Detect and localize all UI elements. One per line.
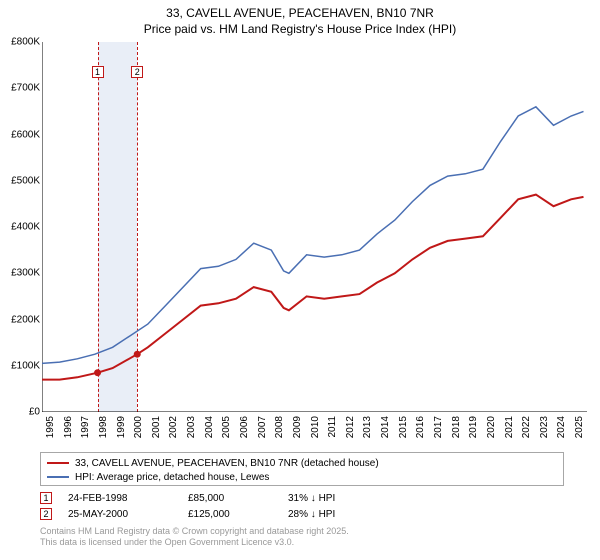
sale-price: £125,000 [188, 509, 288, 520]
sale-point [94, 369, 101, 376]
x-tick-label: 2004 [204, 416, 215, 438]
x-tick-label: 2015 [398, 416, 409, 438]
x-tick-label: 2011 [327, 416, 338, 438]
y-tick-label: £200K [0, 314, 40, 325]
legend-swatch-hpi [47, 476, 69, 478]
y-tick-label: £500K [0, 175, 40, 186]
x-axis: 1995 1996 1997 1998 1999 2000 2001 2002 2003 2004… [42, 416, 587, 450]
x-tick-label: 1996 [63, 416, 74, 438]
legend-row-property: 33, CAVELL AVENUE, PEACEHAVEN, BN10 7NR … [47, 456, 557, 470]
x-tick-label: 1998 [98, 416, 109, 438]
sale-event-marker: 2 [131, 66, 143, 78]
x-tick-label: 2013 [362, 416, 373, 438]
x-tick-label: 2018 [451, 416, 462, 438]
series-property [42, 195, 584, 380]
chart-title: 33, CAVELL AVENUE, PEACEHAVEN, BN10 7NR … [0, 0, 600, 39]
x-tick-label: 2007 [257, 416, 268, 438]
y-tick-label: £300K [0, 268, 40, 279]
y-tick-label: £800K [0, 37, 40, 48]
x-tick-label: 1997 [80, 416, 91, 438]
footer-line-2: This data is licensed under the Open Gov… [40, 537, 349, 548]
chart-plot-area: 12 [42, 42, 587, 412]
sale-marker-2: 2 [40, 508, 52, 520]
x-tick-label: 1995 [45, 416, 56, 438]
series-hpi [42, 107, 584, 364]
x-tick-label: 2020 [486, 416, 497, 438]
sale-date: 25-MAY-2000 [68, 509, 188, 520]
x-tick-label: 2012 [345, 416, 356, 438]
x-tick-label: 2000 [133, 416, 144, 438]
sales-table-row: 2 25-MAY-2000 £125,000 28% ↓ HPI [40, 506, 408, 522]
x-tick-label: 2003 [186, 416, 197, 438]
y-tick-label: £400K [0, 222, 40, 233]
legend-swatch-property [47, 462, 69, 464]
legend-row-hpi: HPI: Average price, detached house, Lewe… [47, 470, 557, 484]
x-tick-label: 2010 [310, 416, 321, 438]
x-tick-label: 2022 [521, 416, 532, 438]
y-tick-label: £600K [0, 129, 40, 140]
x-tick-label: 2025 [574, 416, 585, 438]
y-tick-label: £0 [0, 407, 40, 418]
y-tick-label: £100K [0, 360, 40, 371]
plot-svg [42, 42, 587, 412]
sale-rel-hpi: 31% ↓ HPI [288, 493, 408, 504]
title-line-2: Price paid vs. HM Land Registry's House … [0, 22, 600, 38]
x-tick-label: 2017 [433, 416, 444, 438]
x-tick-label: 2001 [151, 416, 162, 438]
sale-date: 24-FEB-1998 [68, 493, 188, 504]
legend: 33, CAVELL AVENUE, PEACEHAVEN, BN10 7NR … [40, 452, 564, 486]
sales-table: 1 24-FEB-1998 £85,000 31% ↓ HPI 2 25-MAY… [40, 490, 408, 522]
sale-price: £85,000 [188, 493, 288, 504]
sale-rel-hpi: 28% ↓ HPI [288, 509, 408, 520]
sales-table-row: 1 24-FEB-1998 £85,000 31% ↓ HPI [40, 490, 408, 506]
title-line-1: 33, CAVELL AVENUE, PEACEHAVEN, BN10 7NR [0, 6, 600, 22]
x-tick-label: 2016 [415, 416, 426, 438]
footer-line-1: Contains HM Land Registry data © Crown c… [40, 526, 349, 537]
x-tick-label: 2009 [292, 416, 303, 438]
legend-label-hpi: HPI: Average price, detached house, Lewe… [75, 472, 269, 483]
x-tick-label: 2021 [504, 416, 515, 438]
sale-marker-1: 1 [40, 492, 52, 504]
footer-attribution: Contains HM Land Registry data © Crown c… [40, 526, 349, 549]
x-tick-label: 2023 [539, 416, 550, 438]
sale-event-marker: 1 [92, 66, 104, 78]
x-tick-label: 2002 [168, 416, 179, 438]
x-tick-label: 2014 [380, 416, 391, 438]
sale-point [134, 351, 141, 358]
x-tick-label: 2006 [239, 416, 250, 438]
legend-label-property: 33, CAVELL AVENUE, PEACEHAVEN, BN10 7NR … [75, 458, 379, 469]
x-tick-label: 2019 [468, 416, 479, 438]
x-tick-label: 2005 [221, 416, 232, 438]
y-tick-label: £700K [0, 83, 40, 94]
x-tick-label: 2024 [556, 416, 567, 438]
x-tick-label: 2008 [274, 416, 285, 438]
x-tick-label: 1999 [116, 416, 127, 438]
